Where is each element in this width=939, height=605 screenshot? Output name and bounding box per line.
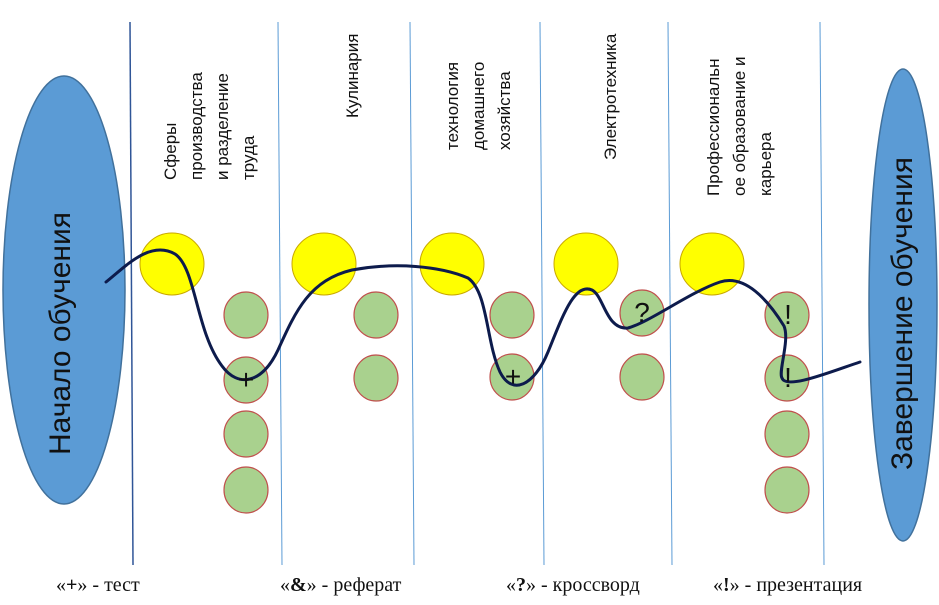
end-ellipse — [868, 68, 938, 542]
divider-line — [409, 21, 415, 566]
module-circle — [553, 232, 619, 296]
presentation-mark: ! — [784, 299, 792, 330]
start-label: Начало обучения — [44, 212, 77, 455]
legend-symbol: ! — [723, 574, 730, 596]
divider-line — [667, 21, 673, 566]
column-label-electrical: Электротехника — [601, 33, 620, 160]
task-circle — [489, 291, 535, 339]
legend-symbol: + — [66, 574, 78, 596]
column-label-household: технология домашнего хозяйства — [443, 61, 514, 150]
legend-essay: «&» - реферат — [280, 574, 402, 596]
test-mark: + — [237, 364, 255, 395]
presentation-mark: ! — [784, 362, 792, 393]
divider-line — [129, 21, 134, 566]
learning-path-curve — [104, 248, 862, 387]
divider-line — [819, 21, 825, 566]
legend-text: - тест — [92, 574, 140, 596]
crossword-mark: ? — [634, 297, 650, 328]
divider-line — [539, 21, 545, 566]
task-circle — [619, 289, 665, 337]
task-circle — [223, 291, 269, 339]
test-mark: + — [504, 361, 522, 392]
module-circle — [291, 232, 357, 296]
legend-text: - реферат — [321, 574, 402, 596]
task-circle — [223, 466, 269, 514]
legend-symbol: & — [290, 574, 307, 596]
legend-text: - презентация — [744, 574, 863, 596]
column-label-cooking: Кулинария — [343, 33, 362, 118]
column-label-production: Сферы производства и разделение труда — [161, 72, 258, 180]
task-circle — [353, 354, 399, 402]
legend-test: «+» - тест — [56, 574, 140, 596]
legend-symbol: ? — [516, 574, 526, 596]
task-circle — [764, 410, 810, 458]
legend-presentation: «!» - презентация — [713, 574, 863, 596]
task-circle — [619, 353, 665, 401]
task-circle — [223, 410, 269, 458]
legend-crossword: «?» - кроссворд — [506, 574, 640, 596]
end-label: Завершение обучения — [886, 157, 919, 470]
task-circle — [353, 291, 399, 339]
column-label-career: Профессиональн ое образование и карьера — [704, 56, 775, 196]
legend-text: - кроссворд — [541, 574, 640, 596]
module-circle — [139, 232, 205, 296]
divider-line — [277, 21, 283, 566]
start-ellipse — [2, 75, 126, 505]
task-circle — [764, 466, 810, 514]
